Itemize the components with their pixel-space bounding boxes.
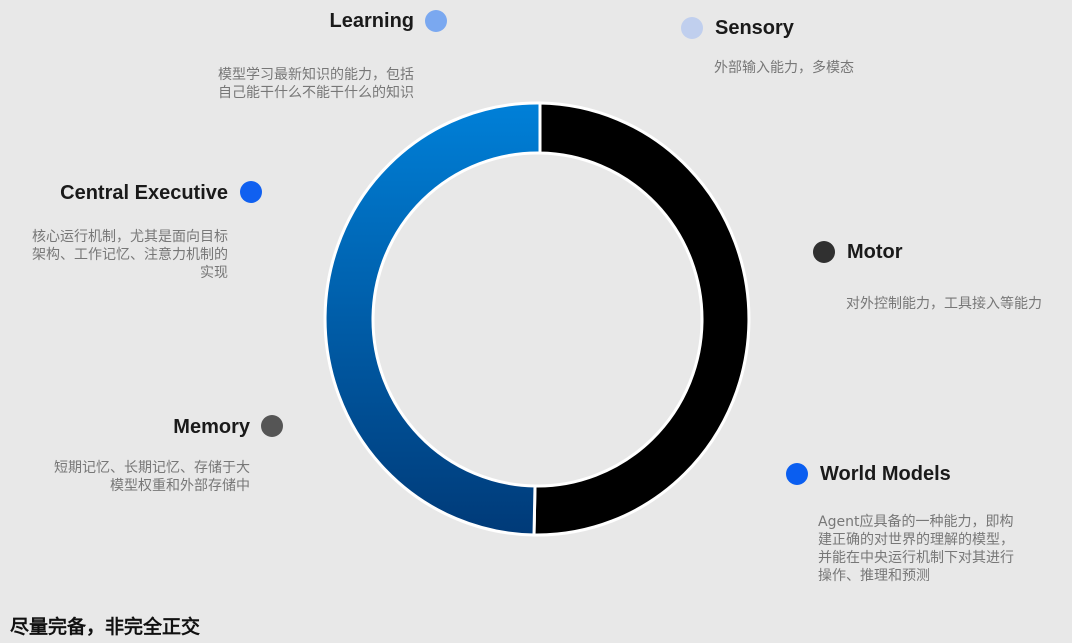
footer-note: 尽量完备，非完全正交 xyxy=(10,616,201,638)
node-label-motor: Motor xyxy=(847,241,903,263)
node-dot-central-executive xyxy=(240,181,262,203)
ring-segment-black xyxy=(532,101,751,537)
node-desc-learning: 模型学习最新知识的能力，包括 自己能干什么不能干什么的知识 xyxy=(218,67,414,101)
node-desc-motor: 对外控制能力，工具接入等能力 xyxy=(846,296,1042,312)
node-dot-world-models xyxy=(786,463,808,485)
node-label-learning: Learning xyxy=(329,10,414,32)
node-desc-central-executive: 核心运行机制，尤其是面向目标 架构、工作记忆、注意力机制的 实现 xyxy=(32,229,228,281)
node-dot-learning xyxy=(425,10,447,32)
node-dot-sensory xyxy=(681,17,703,39)
node-dot-motor xyxy=(813,241,835,263)
node-desc-world-models: Agent应具备的一种能力，即构 建正确的对世界的理解的模型， 并能在中央运行机… xyxy=(818,514,1014,584)
node-label-sensory: Sensory xyxy=(715,17,794,39)
node-label-central-executive: Central Executive xyxy=(60,182,228,204)
ring-segment-blue xyxy=(323,101,542,537)
node-label-memory: Memory xyxy=(173,416,250,438)
node-label-world-models: World Models xyxy=(820,463,951,485)
node-desc-sensory: 外部输入能力，多模态 xyxy=(714,60,854,76)
node-dot-memory xyxy=(261,415,283,437)
node-desc-memory: 短期记忆、长期记忆、存储于大 模型权重和外部存储中 xyxy=(54,460,250,494)
